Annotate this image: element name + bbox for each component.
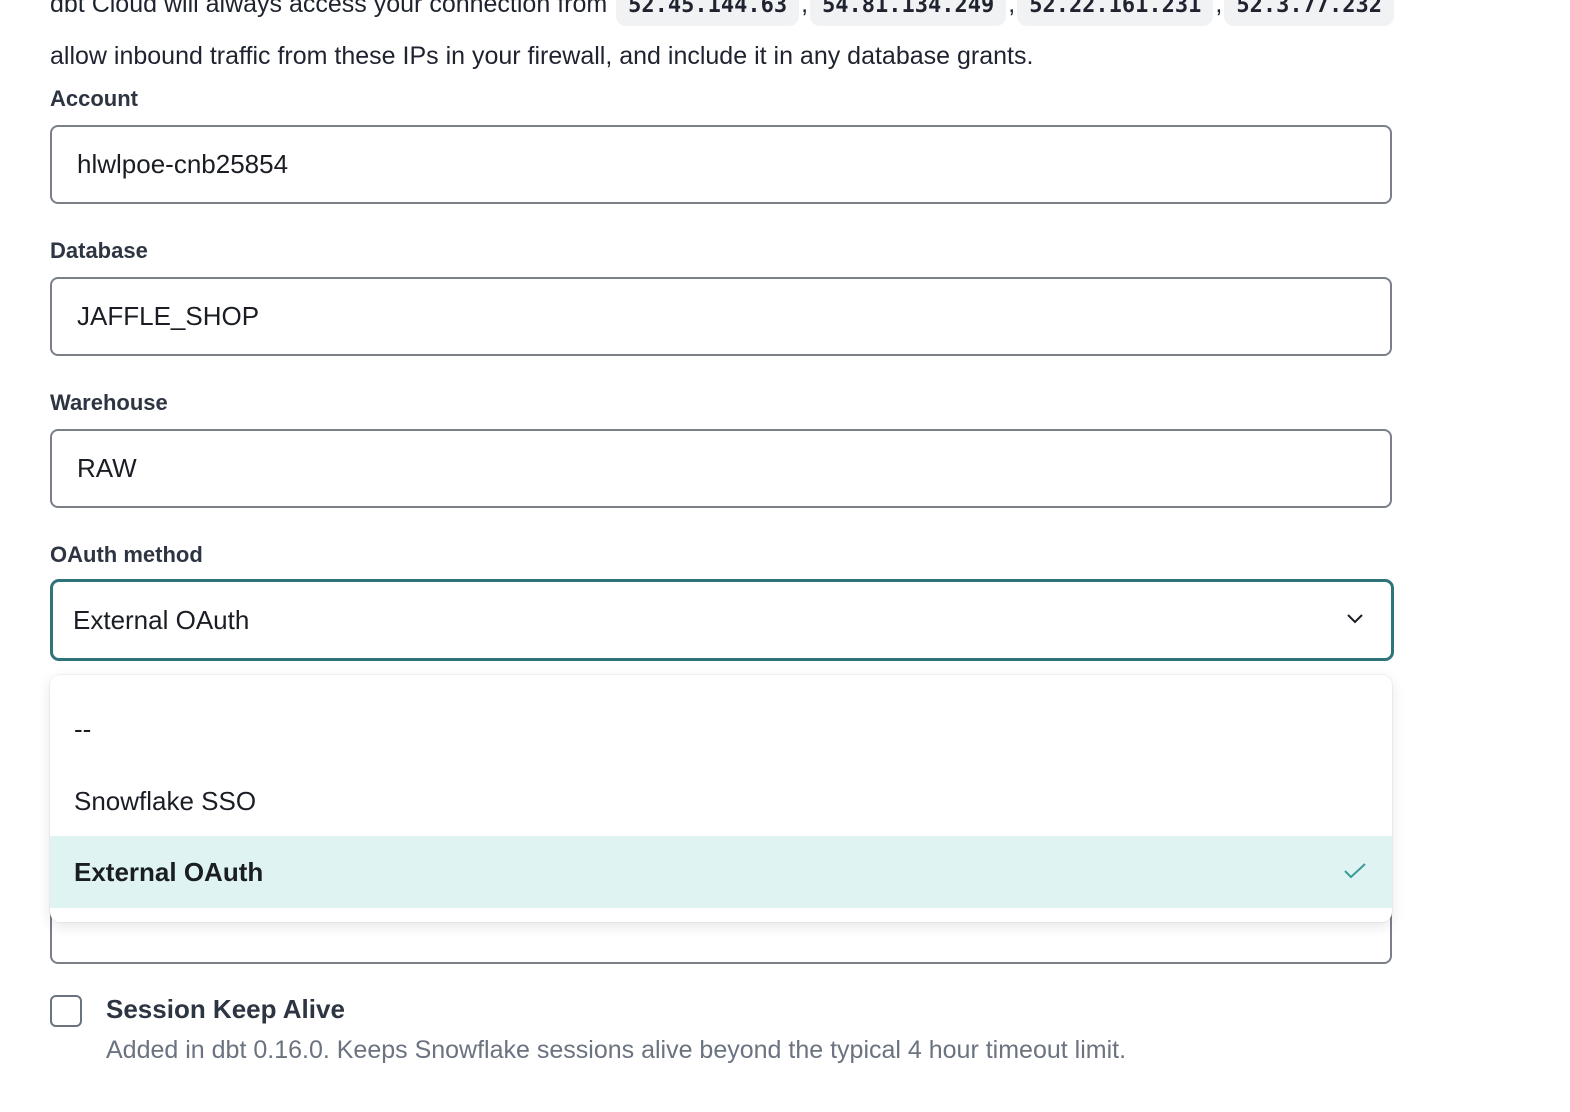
intro-text: dbt Cloud will always access your connec… — [50, 0, 1570, 82]
ip-chip: 54.81.134.249 — [810, 0, 1007, 26]
option-external-oauth[interactable]: External OAuth — [50, 836, 1392, 908]
option-label: Snowflake SSO — [74, 786, 257, 816]
database-input[interactable]: JAFFLE_SHOP — [50, 277, 1392, 356]
oauth-method-dropdown: -- Snowflake SSO External OAuth — [50, 675, 1392, 922]
oauth-method-label: OAuth method — [50, 542, 203, 567]
chevron-down-icon — [1347, 614, 1363, 624]
session-keep-alive-label[interactable]: Session Keep Alive — [106, 994, 345, 1024]
account-value: hlwlpoe-cnb25854 — [77, 149, 289, 179]
option-snowflake-sso[interactable]: Snowflake SSO — [50, 765, 1392, 837]
check-icon — [1344, 863, 1366, 879]
option-label: -- — [74, 714, 92, 744]
warehouse-value: RAW — [77, 453, 137, 483]
oauth-method-select[interactable]: External OAuth — [50, 579, 1394, 661]
account-input[interactable]: hlwlpoe-cnb25854 — [50, 125, 1392, 204]
ip-chip: 52.3.77.232 — [1224, 0, 1395, 26]
option-none[interactable]: -- — [50, 693, 1392, 765]
session-keep-alive-help: Added in dbt 0.16.0. Keeps Snowflake ses… — [106, 1036, 1127, 1064]
warehouse-input[interactable]: RAW — [50, 429, 1392, 508]
intro-line2: allow inbound traffic from these IPs in … — [50, 42, 1034, 70]
ip-line: dbt Cloud will always access your connec… — [50, 0, 1570, 30]
option-label: External OAuth — [74, 857, 264, 887]
ip-chip: 52.22.161.231 — [1017, 0, 1214, 26]
database-label: Database — [50, 238, 148, 263]
session-keep-alive-checkbox[interactable] — [50, 995, 82, 1027]
intro-line1: dbt Cloud will always access your connec… — [50, 0, 608, 18]
database-value: JAFFLE_SHOP — [77, 301, 260, 331]
account-label: Account — [50, 86, 138, 111]
warehouse-label: Warehouse — [50, 390, 168, 415]
ip-chip: 52.45.144.63 — [616, 0, 800, 26]
oauth-selected-value: External OAuth — [73, 605, 250, 635]
